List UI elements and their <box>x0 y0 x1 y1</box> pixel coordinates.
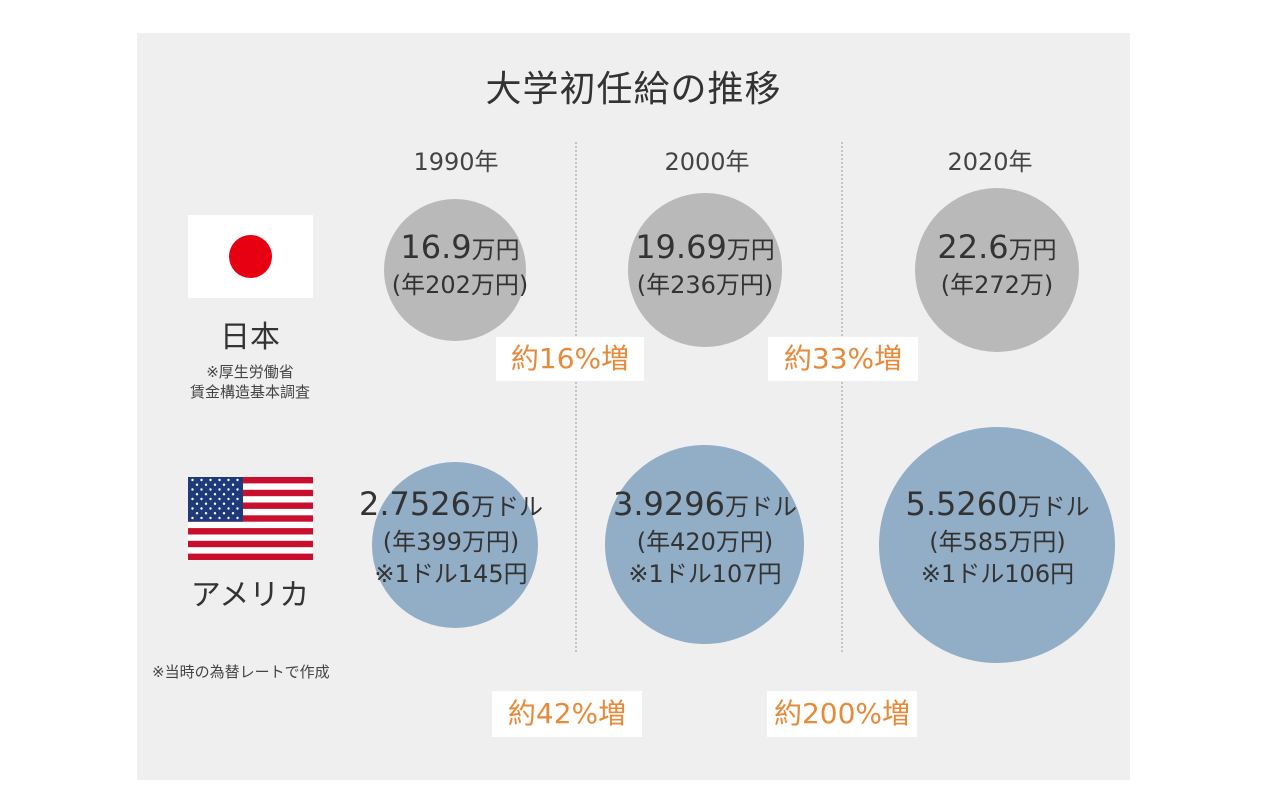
japan-value-2000-unit: 万円 <box>726 236 775 264</box>
usa-value-2020: 5.5260万ドル (年585万円) ※1ドル106円 <box>890 485 1105 590</box>
chart-title: 大学初任給の推移 <box>485 69 782 110</box>
japan-value-2000-number: 19.69 <box>635 228 727 266</box>
japan-value-2020: 22.6万円 (年272万) <box>897 228 1097 301</box>
usa-value-1990-number: 2.7526 <box>359 485 471 523</box>
usa-rate-1990: ※1ドル145円 <box>374 560 528 588</box>
column-divider <box>575 142 577 652</box>
usa-annual-2020: (年585万円) <box>929 528 1066 556</box>
usa-rate-2020: ※1ドル106円 <box>920 560 1075 588</box>
usa-value-1990-unit: 万ドル <box>470 493 543 521</box>
usa-bubble-1990 <box>371 461 539 629</box>
japan-increase-badge-1990-2000: 約16%増 <box>496 337 644 381</box>
japan-flag-icon <box>188 215 313 298</box>
exchange-rate-footnote: ※当時の為替レートで作成 <box>152 663 330 681</box>
usa-bubble-2000 <box>605 445 805 645</box>
japan-annual-2000: (年236万円) <box>636 271 774 299</box>
japan-value-2020-unit: 万円 <box>1008 236 1057 264</box>
column-divider <box>841 142 843 652</box>
japan-source-note-line2: 賃金構造基本調査 <box>189 383 310 401</box>
japan-annual-1990: (年202万円) <box>391 271 529 299</box>
usa-annual-2000: (年420万円) <box>636 528 774 556</box>
usa-rate-2000: ※1ドル107円 <box>628 560 782 588</box>
year-label-1990: 1990年 <box>413 148 499 176</box>
usa-increase-badge-2000-2020: 約200%増 <box>767 691 917 737</box>
japan-value-1990: 16.9万円 (年202万円) <box>360 228 560 301</box>
usa-value-2020-unit: 万ドル <box>1017 493 1090 521</box>
usa-increase-badge-1990-2000: 約42%増 <box>492 691 642 737</box>
usa-flag-icon <box>188 477 313 560</box>
usa-value-2020-number: 5.5260 <box>905 485 1018 523</box>
japan-source-note: ※厚生労働省 賃金構造基本調査 <box>150 362 350 402</box>
year-label-2020: 2020年 <box>947 148 1033 176</box>
country-label-japan: 日本 <box>220 320 280 355</box>
japan-bubble-2000 <box>628 193 782 347</box>
usa-bubble-2020 <box>879 427 1115 663</box>
japan-value-2000: 19.69万円 (年236万円) <box>605 228 805 301</box>
usa-value-1990: 2.7526万ドル (年399万円) ※1ドル145円 <box>346 485 556 590</box>
japan-increase-badge-2000-2020: 約33%増 <box>768 337 918 381</box>
usa-value-2000: 3.9296万ドル (年420万円) ※1ドル107円 <box>600 485 810 590</box>
japan-value-1990-number: 16.9 <box>400 228 472 266</box>
usa-annual-1990: (年399万円) <box>382 528 520 556</box>
country-label-usa: アメリカ <box>190 578 310 613</box>
japan-bubble-1990 <box>384 199 526 341</box>
japan-bubble-2020 <box>915 188 1079 352</box>
usa-value-2000-number: 3.9296 <box>613 485 725 523</box>
japan-source-note-line1: ※厚生労働省 <box>206 363 294 381</box>
year-label-2000: 2000年 <box>664 148 750 176</box>
japan-annual-2020: (年272万) <box>940 271 1054 299</box>
usa-value-2000-unit: 万ドル <box>724 493 797 521</box>
japan-value-1990-unit: 万円 <box>471 236 520 264</box>
japan-value-2020-number: 22.6 <box>937 228 1009 266</box>
